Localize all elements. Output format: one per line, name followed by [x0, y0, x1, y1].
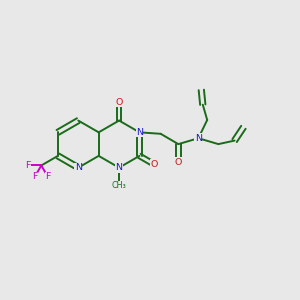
- Text: O: O: [116, 98, 123, 107]
- Text: N: N: [195, 134, 202, 143]
- Text: N: N: [116, 163, 123, 172]
- Text: F: F: [26, 161, 31, 170]
- Text: N: N: [136, 128, 143, 137]
- Text: F: F: [32, 172, 38, 182]
- Text: F: F: [45, 172, 51, 182]
- Text: CH₃: CH₃: [112, 182, 127, 190]
- Text: O: O: [175, 158, 182, 167]
- Text: N: N: [75, 163, 82, 172]
- Text: O: O: [151, 160, 158, 169]
